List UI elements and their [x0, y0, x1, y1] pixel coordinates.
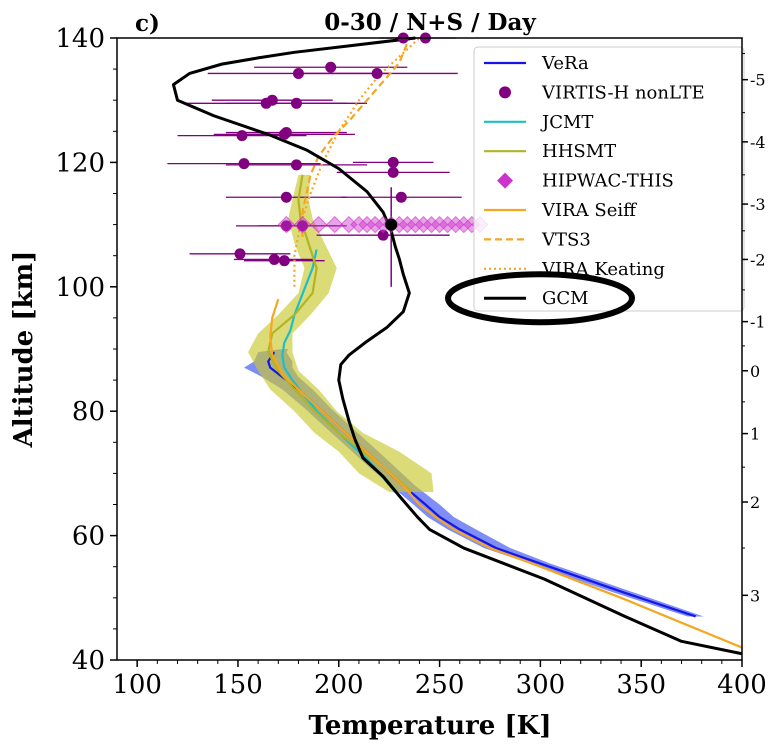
legend-label-vts3: VTS3	[541, 229, 591, 250]
right-tick-label-1: 1	[750, 425, 760, 444]
x-tick-label-400: 400	[717, 670, 767, 700]
virtis-h-nonlte-point-18	[296, 220, 308, 232]
legend-label-gcm: GCM	[542, 288, 589, 309]
virtis-h-nonlte-point-9	[278, 128, 290, 140]
legend-label-vera: VeRa	[541, 53, 589, 74]
gcm-line	[171, 36, 743, 656]
profile-lines	[171, 36, 743, 656]
legend-label-hhsmt: HHSMT	[542, 141, 616, 162]
virtis-h-nonlte-point-21	[268, 253, 280, 265]
virtis-h-nonlte-point-3	[371, 67, 383, 79]
x-tick-label-100: 100	[112, 670, 162, 700]
right-tick-label-2: 2	[750, 493, 760, 512]
gcm-highlight-point	[385, 218, 398, 231]
hipwac-this-marker-1	[293, 215, 312, 234]
legend-label-vira-seiff: VIRA Seiff	[541, 200, 637, 221]
right-tick-label-3: 3	[750, 586, 760, 605]
virtis-h-nonlte-point-16	[395, 191, 407, 203]
vira-keating-line	[293, 37, 421, 287]
virtis-h-nonlte-point-20	[234, 248, 246, 260]
virtis-h-nonlte-point-10	[236, 130, 248, 142]
x-tick-label-350: 350	[616, 670, 666, 700]
right-tick-label--2: -2	[750, 250, 766, 269]
virtis-h-nonlte-point-4	[292, 67, 304, 79]
y-axis-label: Altitude [km]	[9, 251, 39, 449]
legend: VeRa VIRTIS-H nonLTE JCMT HHSMT HIPWAC-THIS V…	[473, 46, 745, 312]
legend-label-hipwac-this: HIPWAC-THIS	[542, 171, 674, 192]
y-tick-label-140: 140	[55, 24, 105, 54]
y-tick-label-80: 80	[72, 397, 105, 427]
virtis-h-nonlte-point-22	[278, 255, 290, 267]
right-tick-label--5: -5	[750, 71, 766, 90]
data-markers	[234, 32, 489, 267]
legend-swatch-virtis-h-nonlte	[499, 86, 511, 99]
hipwac-this-marker-3	[326, 215, 344, 234]
hipwac-this-marker-2	[309, 215, 328, 234]
virtis-h-nonlte-point-2	[325, 61, 337, 73]
legend-swatch-hipwac-this	[497, 172, 513, 189]
x-tick-label-200: 200	[314, 670, 364, 700]
x-axis-ticks: 100 150 200 250 300 350 400	[112, 660, 767, 700]
gcm-highlight-ellipse	[445, 271, 635, 326]
vts3-line	[301, 37, 411, 238]
y-tick-label-40: 40	[72, 646, 105, 676]
y-tick-label-100: 100	[55, 273, 105, 303]
hipwac-this-marker-0	[277, 215, 296, 234]
virtis-h-nonlte-point-6	[260, 97, 272, 109]
virtis-h-nonlte-point-15	[280, 191, 292, 203]
right-tick-label--1: -1	[750, 313, 766, 332]
y-tick-label-120: 120	[55, 148, 105, 178]
virtis-h-nonlte-point-19	[377, 229, 389, 241]
virtis-h-nonlte-point-12	[290, 159, 302, 171]
right-tick-label-0: 0	[750, 362, 760, 381]
y-tick-label-60: 60	[72, 522, 105, 552]
y-axis-ticks: 40 60 80 100 120 140	[55, 24, 117, 676]
x-tick-label-250: 250	[415, 670, 465, 700]
chart-title: 0-30 / N+S / Day	[324, 9, 536, 36]
right-axis-ticks: -5 -4 -3 -2 -1 0 1 2 3	[742, 53, 766, 605]
virtis-h-nonlte-point-13	[238, 158, 250, 170]
legend-label-virtis-h-nonlte: VIRTIS-H nonLTE	[541, 82, 705, 103]
legend-label-jcmt: JCMT	[540, 112, 593, 133]
virtis-h-nonlte-point-7	[290, 97, 302, 109]
right-tick-label--4: -4	[750, 133, 766, 152]
virtis-h-nonlte-point-11	[387, 156, 399, 168]
vira-seiff-line	[269, 298, 743, 649]
panel-label: c)	[135, 10, 160, 37]
virtis-h-nonlte-point-17	[280, 220, 292, 232]
right-tick-label--3: -3	[750, 195, 766, 214]
x-tick-label-300: 300	[516, 670, 566, 700]
highlight-ellipse	[445, 271, 635, 326]
virtis-h-nonlte-point-14	[387, 166, 399, 178]
x-tick-label-150: 150	[213, 670, 263, 700]
x-axis-label: Temperature [K]	[308, 711, 551, 741]
